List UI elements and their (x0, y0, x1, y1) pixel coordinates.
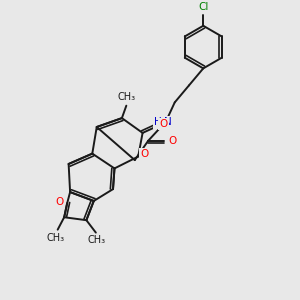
Text: CH₃: CH₃ (118, 92, 136, 102)
Text: O: O (55, 197, 64, 207)
Text: N: N (164, 117, 172, 127)
Text: CH₃: CH₃ (87, 235, 106, 245)
Text: O: O (159, 119, 167, 129)
Text: Cl: Cl (198, 2, 208, 12)
Text: CH₃: CH₃ (47, 233, 65, 243)
Text: O: O (140, 149, 149, 159)
Text: O: O (169, 136, 177, 146)
Text: H: H (154, 117, 162, 127)
